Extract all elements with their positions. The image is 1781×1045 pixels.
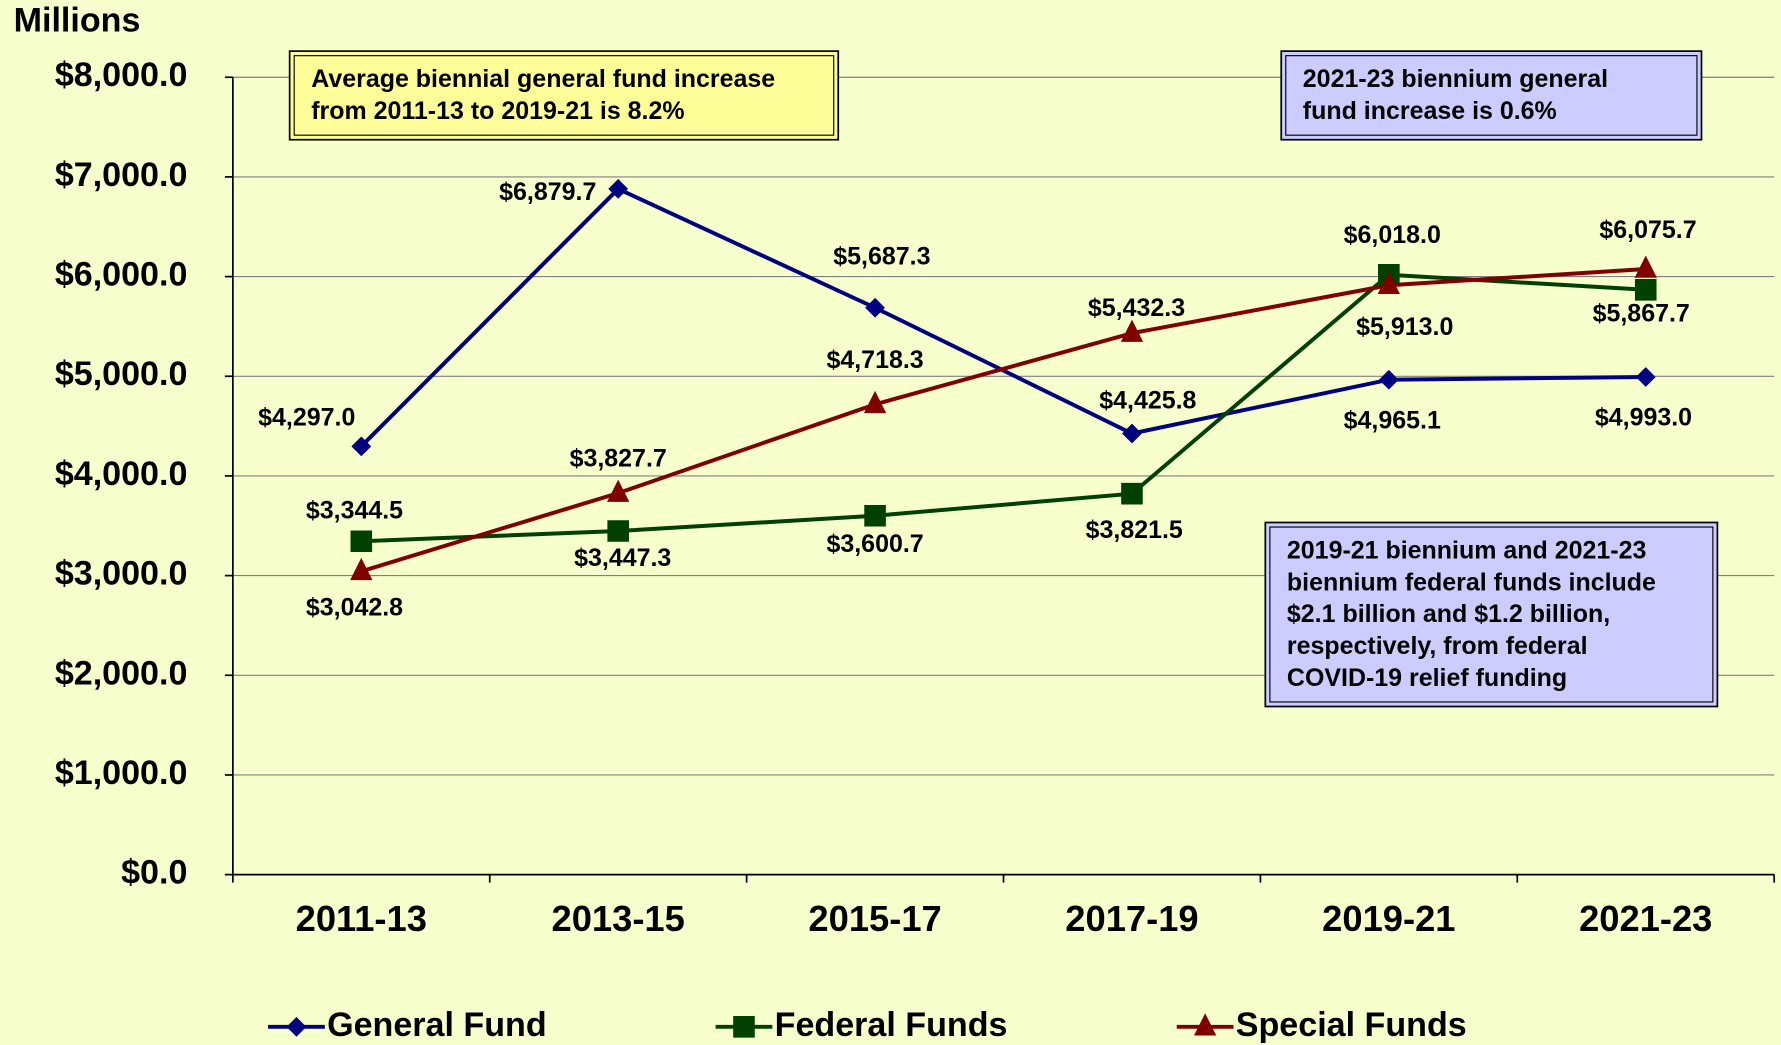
x-tick-label: 2017-19 <box>1065 898 1198 939</box>
marker <box>1377 271 1400 295</box>
annotation-border <box>1269 526 1714 703</box>
data-label: $5,867.7 <box>1593 299 1690 327</box>
marker <box>607 479 630 502</box>
marker <box>607 520 629 542</box>
annotation-text: 2019-21 biennium and 2021-23 <box>1287 537 1646 565</box>
marker <box>865 297 885 318</box>
legend-marker <box>733 1016 755 1038</box>
annotation-text: $2.1 billion and $1.2 billion, <box>1287 600 1610 628</box>
data-label: $6,879.7 <box>499 178 596 206</box>
marker <box>350 530 373 553</box>
y-tick-label: $5,000.0 <box>55 355 188 393</box>
data-label: $4,993.0 <box>1595 404 1692 432</box>
y-tick-label: $3,000.0 <box>55 555 188 593</box>
data-label: $3,042.8 <box>306 593 403 621</box>
y-tick-label: $6,000.0 <box>55 256 188 294</box>
marker <box>608 179 629 199</box>
marker <box>1121 482 1143 505</box>
marker <box>1634 255 1657 278</box>
y-tick-label: $4,000.0 <box>55 455 188 493</box>
legend-marker <box>286 1016 307 1037</box>
series-line <box>361 272 1646 544</box>
y-tick-label: $1,000.0 <box>55 754 188 792</box>
annotation-text: respectively, from federal <box>1287 632 1588 660</box>
y-tick-label: $0.0 <box>121 854 187 892</box>
data-label: $5,913.0 <box>1356 313 1453 341</box>
annotation-text: Average biennial general fund increase <box>311 65 775 93</box>
marker <box>864 504 886 527</box>
marker <box>1378 369 1399 390</box>
data-label: $5,432.3 <box>1088 294 1185 322</box>
data-label: $3,821.5 <box>1086 516 1183 544</box>
data-label: $3,344.5 <box>306 496 403 524</box>
legend-label: Special Funds <box>1236 1006 1467 1044</box>
series-line <box>360 267 1646 574</box>
marker <box>351 436 372 457</box>
data-label: $6,075.7 <box>1599 216 1696 244</box>
data-label: $4,965.1 <box>1344 406 1441 434</box>
data-label: $3,447.3 <box>574 544 671 572</box>
annotation-box <box>288 50 840 141</box>
data-label: $4,718.3 <box>826 346 923 374</box>
marker <box>350 557 373 581</box>
data-label: $4,425.8 <box>1099 386 1196 414</box>
annotation-box <box>1264 521 1719 708</box>
annotation-text: from 2011-13 to 2019-21 is 8.2% <box>311 97 684 125</box>
data-label: $5,687.3 <box>833 242 930 270</box>
annotation-text: 2021-23 biennium general <box>1303 65 1608 93</box>
data-label: $3,600.7 <box>826 530 923 558</box>
y-tick-label: $2,000.0 <box>55 654 188 692</box>
annotation-text: COVID-19 relief funding <box>1287 664 1567 692</box>
annotation-box <box>1280 50 1703 141</box>
data-label: $6,018.0 <box>1344 221 1441 249</box>
y-axis-label: Millions <box>14 2 141 40</box>
x-tick-label: 2021-23 <box>1579 898 1712 939</box>
legend-marker <box>1193 1013 1217 1036</box>
annotation-text: biennium federal funds include <box>1287 568 1656 596</box>
data-label: $4,297.0 <box>258 404 355 432</box>
marker <box>1635 367 1656 387</box>
marker <box>1122 423 1142 444</box>
marker <box>863 390 887 414</box>
y-tick-label: $7,000.0 <box>55 156 188 194</box>
x-tick-label: 2019-21 <box>1322 898 1455 939</box>
x-tick-label: 2013-15 <box>552 898 685 939</box>
data-label: $3,827.7 <box>570 445 667 473</box>
legend-label: Federal Funds <box>775 1006 1008 1044</box>
annotation-text: fund increase is 0.6% <box>1303 97 1557 125</box>
marker <box>1120 319 1144 342</box>
y-tick-label: $8,000.0 <box>55 56 188 94</box>
annotation-border <box>1285 55 1698 136</box>
x-tick-label: 2011-13 <box>296 898 427 939</box>
marker <box>1634 278 1657 301</box>
annotation-border <box>293 55 835 136</box>
x-tick-label: 2015-17 <box>808 898 941 939</box>
legend-label: General Fund <box>327 1006 547 1044</box>
